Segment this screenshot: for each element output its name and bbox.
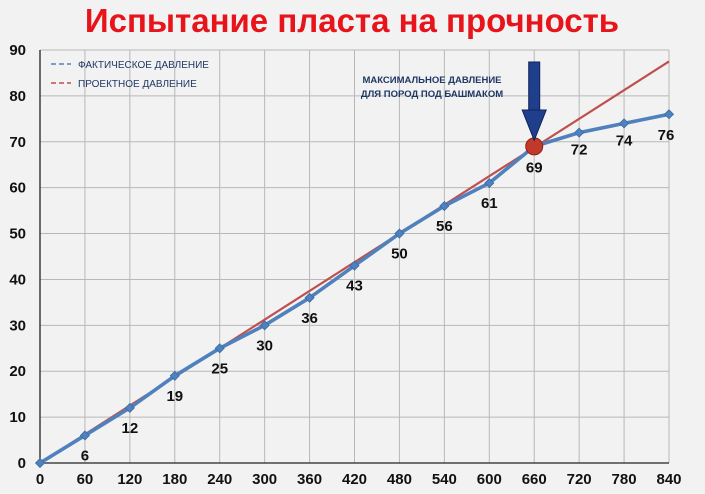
data-point-marker [79, 430, 90, 441]
y-tick-labels: 0 10 20 30 40 50 60 70 80 90 [9, 42, 26, 472]
y-tick-label: 80 [9, 88, 26, 105]
data-label: 19 [166, 388, 183, 405]
grid [40, 49, 670, 463]
data-point-marker [259, 320, 270, 331]
data-point-marker [304, 292, 315, 303]
annotation-line-1: МАКСИМАЛЬНОЕ ДАВЛЕНИЕ [362, 75, 501, 86]
y-tick-label: 50 [9, 226, 26, 243]
data-point-marker [394, 228, 405, 239]
data-point-marker [574, 127, 585, 138]
data-point-marker [124, 402, 135, 413]
chart-title: Испытание пласта на прочность [85, 2, 619, 39]
data-point-marker [214, 343, 225, 354]
x-tick-label: 60 [77, 471, 94, 488]
annotation-line-2: ДЛЯ ПОРОД ПОД БАШМАКОМ [361, 89, 503, 100]
x-tick-label: 120 [117, 471, 142, 488]
x-tick-label: 660 [522, 471, 547, 488]
x-tick-label: 540 [432, 471, 457, 488]
x-tick-label: 720 [567, 471, 592, 488]
y-tick-label: 10 [9, 409, 26, 426]
axes [39, 50, 669, 464]
data-label: 25 [211, 360, 228, 377]
data-labels: 6 12 19 25 30 36 43 50 56 61 69 72 74 76 [81, 127, 675, 464]
y-tick-label: 70 [9, 134, 26, 151]
data-label: 50 [391, 246, 408, 263]
arrow-down-icon [528, 61, 541, 113]
x-tick-labels: 0 60 120 180 240 300 360 420 480 540 600 660 720 780 8… [36, 471, 682, 488]
data-label: 61 [481, 195, 498, 212]
y-tick-label: 20 [9, 363, 26, 380]
y-tick-label: 90 [9, 42, 26, 59]
data-label: 72 [571, 142, 588, 159]
annotation: МАКСИМАЛЬНОЕ ДАВЛЕНИЕ ДЛЯ ПОРОД ПОД БАШМА… [361, 61, 547, 156]
data-point-marker [484, 178, 495, 189]
x-tick-label: 480 [387, 471, 412, 488]
y-tick-label: 0 [18, 455, 26, 472]
data-point-marker [439, 200, 450, 212]
legend-label: ПРОЕКТНОЕ ДАВЛЕНИЕ [78, 79, 197, 90]
x-tick-label: 600 [477, 471, 502, 488]
x-tick-label: 180 [162, 471, 187, 488]
x-tick-label: 840 [656, 471, 681, 488]
x-tick-label: 300 [252, 471, 277, 488]
data-point-marker [169, 370, 180, 381]
data-label: 6 [81, 447, 89, 464]
data-label: 43 [346, 278, 363, 295]
x-tick-label: 780 [612, 471, 637, 488]
x-tick-label: 360 [297, 471, 322, 488]
x-tick-label: 0 [36, 471, 44, 488]
y-tick-label: 30 [9, 317, 26, 334]
data-label: 12 [122, 420, 139, 437]
data-label: 76 [658, 127, 675, 144]
y-tick-label: 40 [9, 271, 26, 288]
data-point-marker [663, 109, 675, 120]
legend-label: ФАКТИЧЕСКОЕ ДАВЛЕНИЕ [78, 60, 209, 71]
arrow-head-icon [521, 109, 547, 142]
data-point-marker [349, 260, 360, 271]
x-tick-label: 240 [207, 471, 232, 488]
y-tick-label: 60 [9, 180, 26, 197]
legend: ФАКТИЧЕСКОЕ ДАВЛЕНИЕ ПРОЕКТНОЕ ДАВЛЕНИЕ [51, 60, 209, 90]
data-label: 56 [436, 218, 453, 235]
x-tick-label: 420 [342, 471, 367, 488]
data-point-marker [619, 118, 630, 129]
data-label: 36 [301, 310, 318, 327]
data-label: 69 [526, 159, 543, 176]
data-label: 30 [256, 337, 273, 354]
series [34, 60, 675, 469]
data-point-marker [34, 457, 46, 469]
data-label: 74 [616, 132, 633, 149]
